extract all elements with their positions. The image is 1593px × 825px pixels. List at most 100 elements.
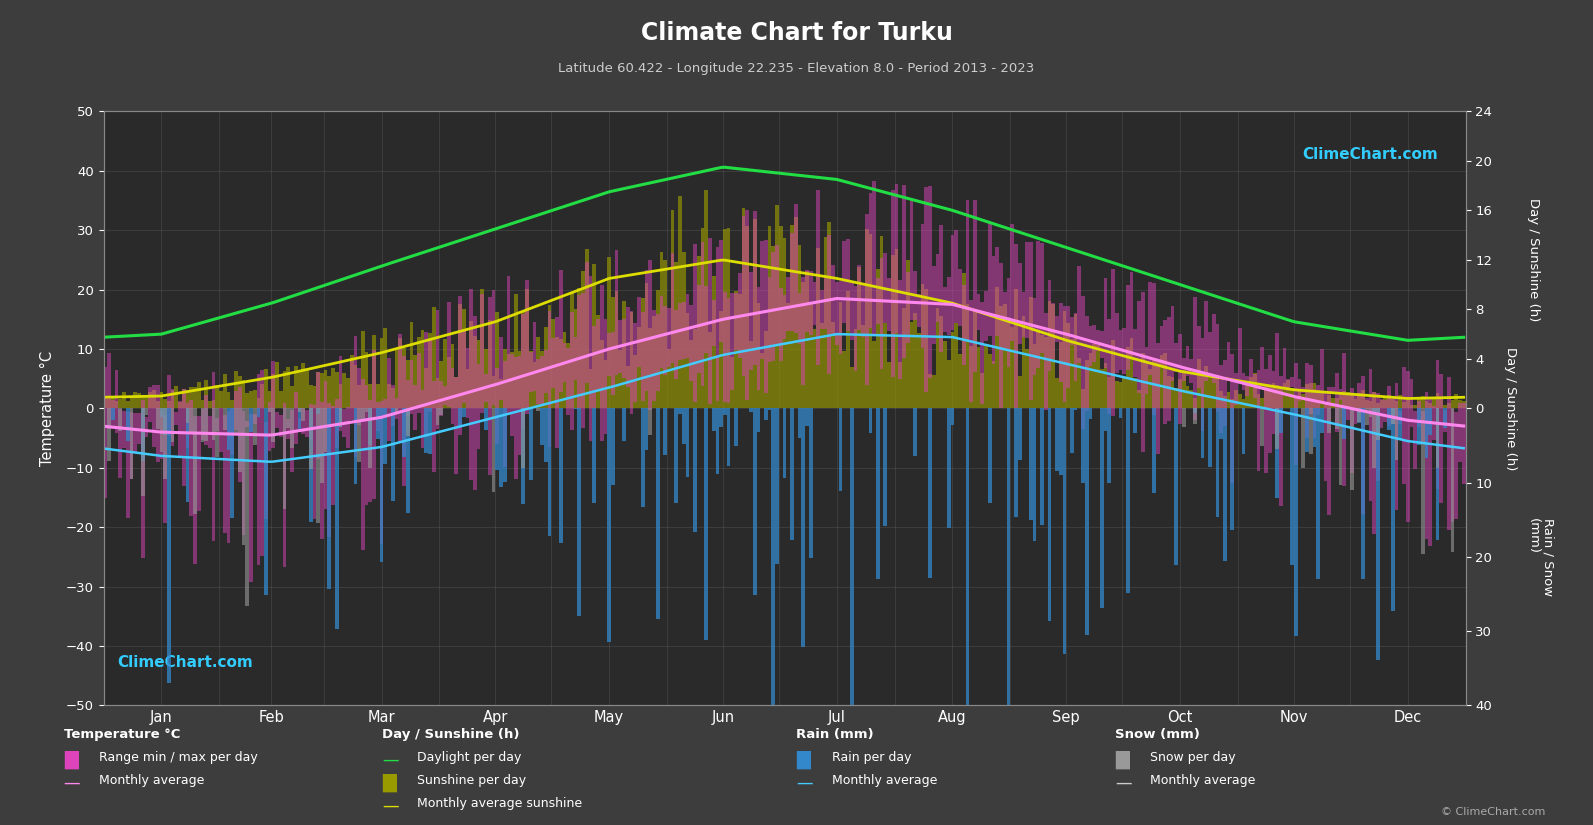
Bar bbox=[342, 409, 346, 436]
Bar bbox=[175, 412, 178, 426]
Y-axis label: Day / Sunshine (h): Day / Sunshine (h) bbox=[1504, 346, 1517, 470]
Bar bbox=[237, 408, 242, 472]
Bar bbox=[890, 190, 895, 377]
Bar bbox=[1252, 373, 1257, 408]
Bar bbox=[499, 379, 503, 408]
Bar bbox=[726, 299, 731, 403]
Bar bbox=[1349, 408, 1354, 490]
Text: Rain per day: Rain per day bbox=[832, 751, 911, 764]
Bar bbox=[376, 408, 379, 439]
Bar bbox=[801, 408, 804, 648]
Bar bbox=[701, 228, 704, 408]
Bar bbox=[765, 408, 768, 420]
Bar bbox=[615, 290, 618, 408]
Bar bbox=[532, 362, 537, 408]
Bar bbox=[526, 280, 529, 414]
Bar bbox=[1410, 405, 1413, 408]
Bar bbox=[1074, 314, 1077, 408]
Bar bbox=[1418, 398, 1421, 408]
Bar bbox=[943, 341, 946, 408]
Bar bbox=[432, 380, 435, 472]
Bar bbox=[801, 277, 804, 384]
Bar bbox=[234, 408, 237, 435]
Bar bbox=[268, 402, 271, 451]
Bar bbox=[1335, 408, 1338, 429]
Bar bbox=[1182, 370, 1185, 408]
Bar bbox=[827, 235, 832, 374]
Bar bbox=[309, 385, 312, 408]
Bar bbox=[413, 355, 417, 408]
Bar bbox=[816, 190, 820, 365]
Bar bbox=[1257, 370, 1260, 470]
Bar bbox=[193, 416, 198, 564]
Bar bbox=[320, 373, 323, 408]
Bar bbox=[290, 410, 293, 472]
Bar bbox=[1260, 408, 1265, 446]
Bar bbox=[1462, 403, 1466, 483]
Bar bbox=[734, 293, 738, 351]
Bar bbox=[1354, 397, 1357, 424]
Bar bbox=[387, 384, 390, 408]
Bar bbox=[1413, 405, 1418, 408]
Bar bbox=[301, 363, 304, 408]
Bar bbox=[298, 418, 301, 428]
Bar bbox=[1182, 359, 1185, 381]
Bar bbox=[1104, 363, 1107, 408]
Bar bbox=[1048, 280, 1051, 370]
Bar bbox=[1063, 306, 1066, 403]
Bar bbox=[1107, 377, 1110, 408]
Bar bbox=[835, 282, 838, 345]
Bar bbox=[459, 408, 462, 426]
Bar bbox=[973, 312, 977, 408]
Bar bbox=[481, 295, 484, 412]
Bar bbox=[887, 361, 890, 408]
Bar bbox=[765, 239, 768, 393]
Bar bbox=[551, 319, 554, 408]
Bar bbox=[573, 408, 577, 409]
Bar bbox=[715, 248, 720, 401]
Bar bbox=[448, 357, 451, 408]
Bar bbox=[969, 346, 973, 408]
Bar bbox=[1298, 379, 1301, 401]
Bar bbox=[354, 408, 357, 484]
Bar bbox=[1055, 408, 1059, 471]
Bar bbox=[1040, 243, 1043, 353]
Bar bbox=[234, 371, 237, 408]
Bar bbox=[988, 354, 992, 408]
Bar bbox=[760, 353, 765, 408]
Bar bbox=[589, 369, 593, 408]
Bar bbox=[798, 293, 801, 344]
Bar bbox=[365, 408, 368, 412]
Bar bbox=[331, 406, 335, 505]
Bar bbox=[1454, 394, 1458, 408]
Bar bbox=[895, 184, 898, 332]
Bar bbox=[115, 400, 118, 408]
Bar bbox=[1152, 358, 1157, 408]
Bar bbox=[503, 408, 507, 483]
Bar bbox=[820, 290, 824, 329]
Bar bbox=[865, 229, 868, 408]
Bar bbox=[435, 379, 440, 408]
Bar bbox=[331, 368, 335, 408]
Bar bbox=[1063, 408, 1066, 653]
Bar bbox=[518, 356, 521, 455]
Bar bbox=[804, 271, 809, 408]
Bar bbox=[323, 370, 328, 408]
Bar bbox=[1179, 334, 1182, 424]
Bar bbox=[454, 377, 459, 408]
Bar bbox=[406, 361, 409, 408]
Bar bbox=[543, 327, 548, 408]
Bar bbox=[1454, 412, 1458, 520]
Bar bbox=[720, 239, 723, 342]
Bar bbox=[570, 312, 573, 431]
Bar bbox=[1115, 381, 1118, 408]
Bar bbox=[996, 287, 999, 408]
Bar bbox=[212, 372, 215, 540]
Bar bbox=[712, 299, 715, 346]
Bar bbox=[573, 309, 577, 408]
Bar bbox=[812, 329, 816, 408]
Bar bbox=[787, 304, 790, 408]
Bar bbox=[593, 264, 596, 408]
Text: Monthly average: Monthly average bbox=[1150, 774, 1255, 787]
Bar bbox=[824, 237, 827, 408]
